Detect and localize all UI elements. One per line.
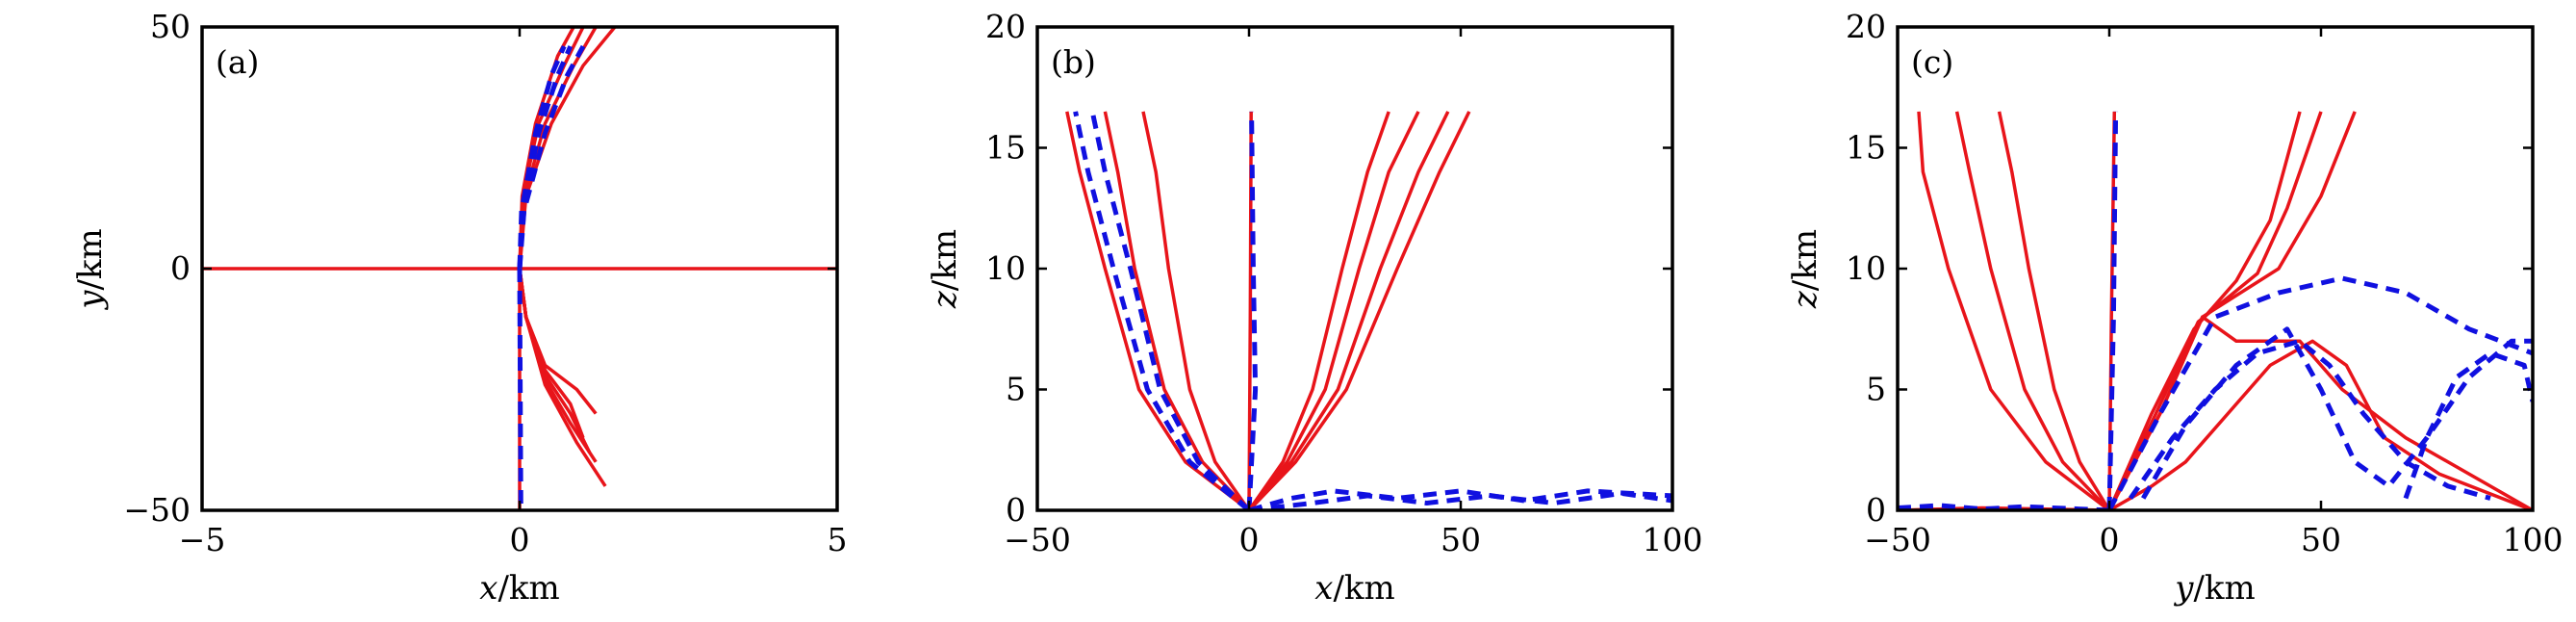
blue-dashed-series-line bbox=[1073, 111, 1251, 510]
x-tick-label: 50 bbox=[2301, 521, 2341, 558]
red-solid-series-line bbox=[518, 268, 598, 463]
blue-dashed-series-line bbox=[1248, 488, 1672, 510]
red-solid-series-line bbox=[2107, 111, 2117, 510]
red-solid-series-line bbox=[2107, 111, 2357, 510]
y-axis-label: z/km bbox=[926, 229, 964, 309]
x-tick-label: −50 bbox=[1864, 521, 1931, 558]
panel-label: (a) bbox=[216, 43, 259, 81]
x-tick-label: −5 bbox=[179, 521, 226, 558]
red-solid-series-line bbox=[1141, 111, 1251, 510]
y-tick-label: 0 bbox=[1006, 491, 1026, 529]
red-solid-series-line bbox=[1247, 111, 1253, 510]
blue-dashed-series-line bbox=[1089, 111, 1251, 510]
panel-label: (b) bbox=[1051, 43, 1096, 81]
plot-area bbox=[202, 27, 837, 510]
red-solid-series-line bbox=[2107, 111, 2323, 510]
axes-frame bbox=[1896, 25, 2535, 512]
red-solid-series-line bbox=[518, 268, 607, 487]
blue-dashed-series-line bbox=[2403, 350, 2533, 500]
y-tick-label: 50 bbox=[150, 8, 191, 45]
blue-dashed-series-line bbox=[2106, 275, 2533, 510]
y-axis-label: z/km bbox=[1786, 229, 1824, 309]
y-tick-label: 15 bbox=[985, 129, 1026, 167]
x-axis-label: x/km bbox=[479, 569, 560, 608]
red-solid-series-line bbox=[1103, 111, 1251, 510]
blue-dashed-series-line bbox=[517, 45, 567, 270]
red-solid-series-line bbox=[2107, 111, 2302, 510]
y-tick-label: −50 bbox=[123, 491, 191, 529]
red-solid-series-line bbox=[518, 268, 585, 439]
x-tick-label: 0 bbox=[510, 521, 530, 558]
x-tick-label: 0 bbox=[2100, 521, 2120, 558]
x-tick-label: 5 bbox=[828, 521, 848, 558]
x-tick-label: 0 bbox=[1239, 521, 1260, 558]
blue-dashed-series-line bbox=[1898, 503, 2110, 510]
blue-dashed-series-line bbox=[517, 268, 523, 510]
y-tick-label: 5 bbox=[1006, 371, 1026, 408]
red-solid-series-line bbox=[2107, 315, 2533, 510]
red-solid-series-line bbox=[1954, 111, 2111, 510]
x-axis-label: y/km bbox=[2173, 569, 2256, 608]
red-solid-series-line bbox=[1247, 111, 1450, 510]
red-solid-series-line bbox=[1065, 111, 1251, 510]
y-tick-label: 15 bbox=[1846, 129, 1886, 167]
panel-label: (c) bbox=[1911, 43, 1953, 81]
blue-dashed-series-line bbox=[517, 45, 574, 270]
y-axis-label: y/km bbox=[71, 228, 110, 311]
red-solid-series-line bbox=[1247, 111, 1471, 510]
blue-dashed-series-line bbox=[517, 44, 586, 270]
blue-dashed-series-line bbox=[2128, 338, 2491, 501]
blue-dashed-series-line bbox=[1246, 111, 1259, 510]
x-tick-label: 50 bbox=[1441, 521, 1481, 558]
blue-dashed-series-line bbox=[2141, 326, 2533, 500]
y-tick-label: 10 bbox=[1846, 249, 1886, 287]
y-tick-label: 20 bbox=[1846, 8, 1886, 45]
y-tick-label: 5 bbox=[1866, 371, 1886, 408]
blue-dashed-series-line bbox=[1248, 490, 1672, 510]
red-solid-series-line bbox=[1247, 111, 1390, 510]
y-tick-label: 0 bbox=[170, 249, 191, 287]
plot-area bbox=[1065, 111, 1672, 510]
x-tick-label: 100 bbox=[2503, 521, 2563, 558]
x-tick-label: 100 bbox=[1643, 521, 1703, 558]
x-tick-label: −50 bbox=[1004, 521, 1071, 558]
red-solid-series-line bbox=[1997, 111, 2111, 510]
red-solid-series-line bbox=[1247, 111, 1420, 510]
x-axis-label: x/km bbox=[1314, 569, 1395, 608]
plot-area bbox=[1898, 111, 2533, 510]
red-solid-series-line bbox=[1917, 111, 2111, 510]
y-tick-label: 10 bbox=[985, 249, 1026, 287]
y-tick-label: 20 bbox=[985, 8, 1026, 45]
y-tick-label: 0 bbox=[1866, 491, 1886, 529]
